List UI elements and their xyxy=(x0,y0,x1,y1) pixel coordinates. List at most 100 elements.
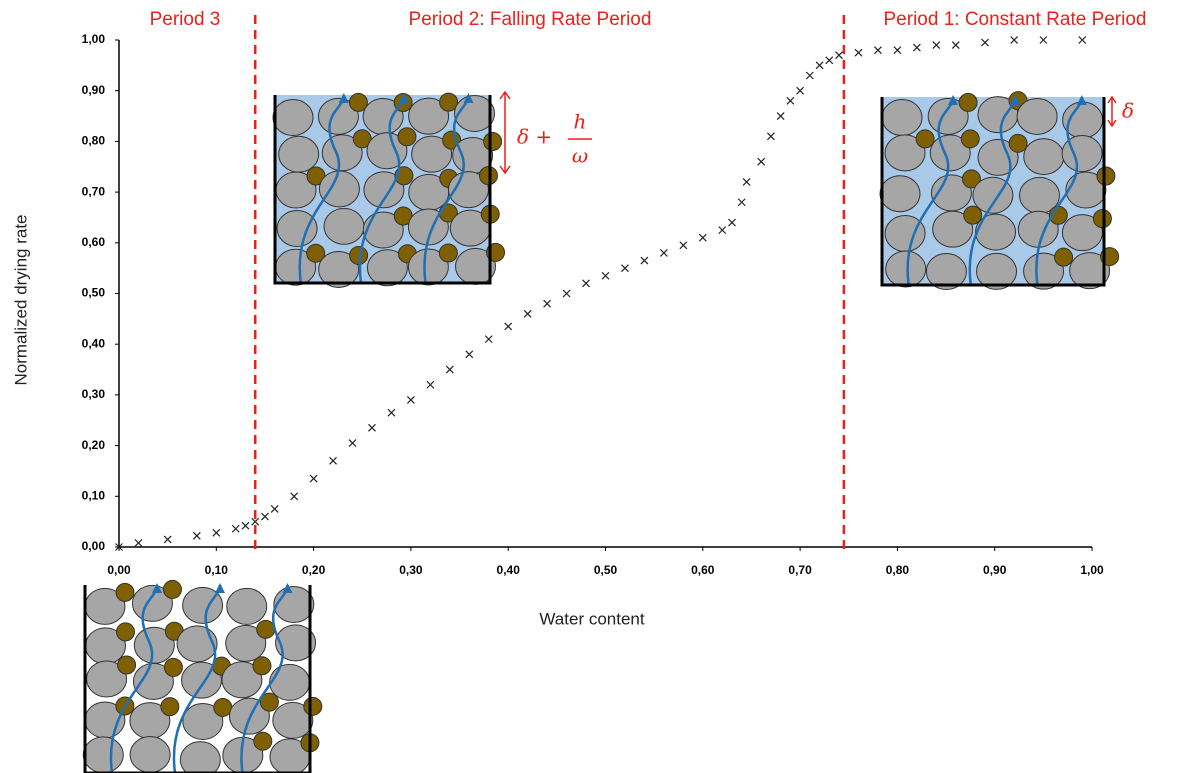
grain xyxy=(318,250,360,288)
grain xyxy=(1061,214,1103,252)
y-tick-label: 0,10 xyxy=(82,488,106,502)
point xyxy=(368,423,376,432)
point xyxy=(1039,36,1048,44)
point xyxy=(640,256,649,265)
grain xyxy=(276,210,318,248)
grain xyxy=(272,99,314,137)
arrow-head xyxy=(338,93,349,103)
x-tick-label: 0,00 xyxy=(107,563,131,577)
container xyxy=(83,585,312,773)
point xyxy=(241,521,250,530)
fine-grain xyxy=(259,692,279,712)
grain xyxy=(976,252,1018,290)
grain xyxy=(366,132,408,170)
grain xyxy=(879,175,921,213)
fine-grain xyxy=(253,731,273,751)
grain xyxy=(977,138,1019,176)
grain xyxy=(272,701,314,739)
y-tick-label: 0,40 xyxy=(82,336,106,350)
grain xyxy=(176,625,218,663)
flow-arrow xyxy=(423,94,470,284)
point xyxy=(932,41,941,49)
grain xyxy=(318,170,360,208)
point xyxy=(309,474,318,483)
point xyxy=(718,226,727,235)
grain xyxy=(1061,134,1103,172)
inset-math: ω xyxy=(572,144,588,168)
point xyxy=(728,218,736,227)
fine-grain xyxy=(397,127,417,147)
point xyxy=(329,456,337,465)
point xyxy=(134,539,143,547)
point xyxy=(601,271,610,280)
fine-grain xyxy=(160,697,180,717)
grain xyxy=(86,660,128,698)
x-tick-label: 0,20 xyxy=(302,563,326,577)
arrow-head xyxy=(1076,95,1087,105)
fine-grain xyxy=(115,622,135,642)
fine-grain xyxy=(960,129,980,149)
grain xyxy=(82,736,124,773)
point xyxy=(835,51,843,60)
point xyxy=(582,279,590,288)
period-label: Period 2: Falling Rate Period xyxy=(409,9,652,30)
point xyxy=(115,543,123,551)
fine-grain xyxy=(483,131,503,151)
point xyxy=(981,38,989,47)
x-tick-label: 0,30 xyxy=(399,563,423,577)
grain xyxy=(881,99,923,137)
point xyxy=(766,132,775,141)
flow-arrow xyxy=(906,96,955,286)
grain xyxy=(275,624,317,662)
point xyxy=(192,531,201,540)
grain xyxy=(407,248,449,286)
point xyxy=(406,396,415,404)
point xyxy=(1078,36,1087,44)
fine-grain xyxy=(252,656,272,676)
point xyxy=(270,505,279,513)
x-axis-label: Water content xyxy=(539,609,644,628)
arrow-head xyxy=(1010,95,1021,105)
point xyxy=(698,233,707,242)
x-tick-label: 0,70 xyxy=(788,563,812,577)
grain xyxy=(129,736,171,773)
grain xyxy=(226,587,268,625)
grain xyxy=(221,661,263,699)
point xyxy=(212,528,221,537)
grain xyxy=(1016,97,1058,135)
point xyxy=(854,48,863,57)
point xyxy=(290,492,299,501)
x-tick-label: 0,90 xyxy=(983,563,1007,577)
inset-math: δ xyxy=(1122,99,1134,123)
delta-arrow xyxy=(499,90,511,175)
fine-grain xyxy=(958,92,978,112)
period-label: Period 3 xyxy=(150,9,221,30)
fine-grain xyxy=(256,619,276,639)
y-tick-label: 0,90 xyxy=(82,83,106,97)
arrow-head xyxy=(215,583,225,593)
arrow-head xyxy=(282,583,293,593)
point xyxy=(912,43,921,52)
grain xyxy=(273,586,315,624)
grain xyxy=(225,624,267,662)
soil-inset xyxy=(272,92,506,288)
grain xyxy=(932,210,974,248)
y-tick-label: 1,00 xyxy=(82,32,106,46)
point xyxy=(465,350,474,359)
grain xyxy=(179,741,221,773)
point xyxy=(387,408,396,417)
point xyxy=(251,517,260,526)
grain xyxy=(408,97,450,135)
point xyxy=(893,46,902,55)
fine-grain xyxy=(163,657,183,677)
grain xyxy=(132,662,174,700)
y-axis-label: Normalized drying rate xyxy=(11,214,30,385)
grain xyxy=(925,253,967,291)
soil-inset xyxy=(879,91,1120,291)
flow-arrow xyxy=(240,584,289,773)
grain xyxy=(884,134,926,172)
flow-arrow xyxy=(298,94,346,284)
fine-grain xyxy=(1096,166,1116,186)
inset-math: δ + xyxy=(517,125,552,149)
point xyxy=(523,309,532,318)
